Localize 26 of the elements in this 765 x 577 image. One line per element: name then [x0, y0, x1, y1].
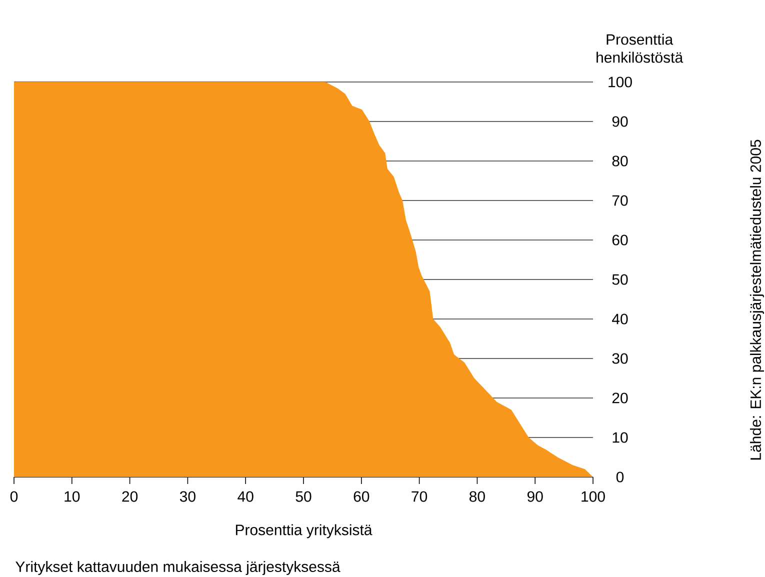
- y-tick-label: 60: [612, 234, 628, 246]
- x-tick-label: 50: [296, 491, 312, 502]
- x-tick-label: 20: [122, 491, 138, 502]
- y-tick-label: 20: [612, 392, 628, 404]
- x-tick-label: 70: [412, 491, 428, 502]
- y-tick-label: 30: [612, 353, 628, 364]
- x-tick-label: 0: [10, 491, 18, 502]
- y-tick-label: 10: [612, 432, 628, 443]
- x-tick-label: 80: [470, 491, 485, 502]
- y-tick-label: 40: [612, 314, 628, 324]
- x-tick-label: 40: [238, 491, 254, 502]
- y-tick-label: 80: [612, 156, 628, 166]
- y-tick-label: 90: [612, 116, 628, 127]
- y-tick-label: 100: [608, 76, 632, 88]
- x-tick-label: 100: [582, 491, 605, 502]
- x-axis-title: Prosenttia yrityksistä: [236, 524, 372, 538]
- x-tick-label: 30: [180, 491, 196, 502]
- y-axis-title: Prosenttia henkilöstöstä: [596, 34, 684, 63]
- text: Yritykset kattavuuden mukaisessa järjestyksessä: [16, 561, 340, 575]
- text: Lähde: EK:n palkkausjärjestelmätiedustelu 2005: [750, 140, 764, 460]
- y-tick-label: 70: [612, 195, 628, 206]
- x-tick-label: 10: [64, 491, 80, 502]
- y-tick-label: 0: [616, 472, 624, 482]
- x-tick-label: 90: [527, 491, 543, 502]
- y-tick-label: 50: [612, 274, 628, 285]
- x-tick-label: 60: [354, 491, 370, 502]
